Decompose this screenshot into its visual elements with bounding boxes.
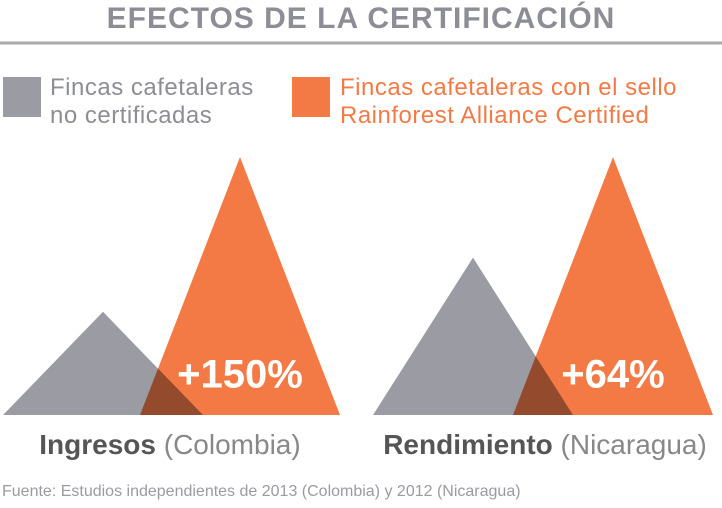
annotation: +150% <box>177 353 303 397</box>
x-label-detail: (Nicaragua) <box>561 429 707 460</box>
x-label-main: Rendimiento <box>383 429 553 460</box>
triangle <box>513 157 713 415</box>
triangle <box>373 257 573 415</box>
annotation: +64% <box>561 353 664 397</box>
chart-title: EFECTOS DE LA CERTIFICACIÓN <box>107 1 616 35</box>
x-label-detail: (Colombia) <box>164 429 301 460</box>
triangle <box>140 157 340 415</box>
x-label: Rendimiento (Nicaragua) <box>383 429 707 460</box>
source: Fuente: Estudios independientes de 2013 … <box>2 483 521 500</box>
legend-label: Fincas cafetaleras no certificadas <box>50 74 254 129</box>
legend-label: Fincas cafetaleras con el sello Rainfore… <box>340 74 677 129</box>
x-label: Ingresos (Colombia) <box>39 429 300 460</box>
x-label-main: Ingresos <box>39 429 156 460</box>
legend-swatch <box>292 77 330 117</box>
legend-swatch <box>3 77 41 117</box>
